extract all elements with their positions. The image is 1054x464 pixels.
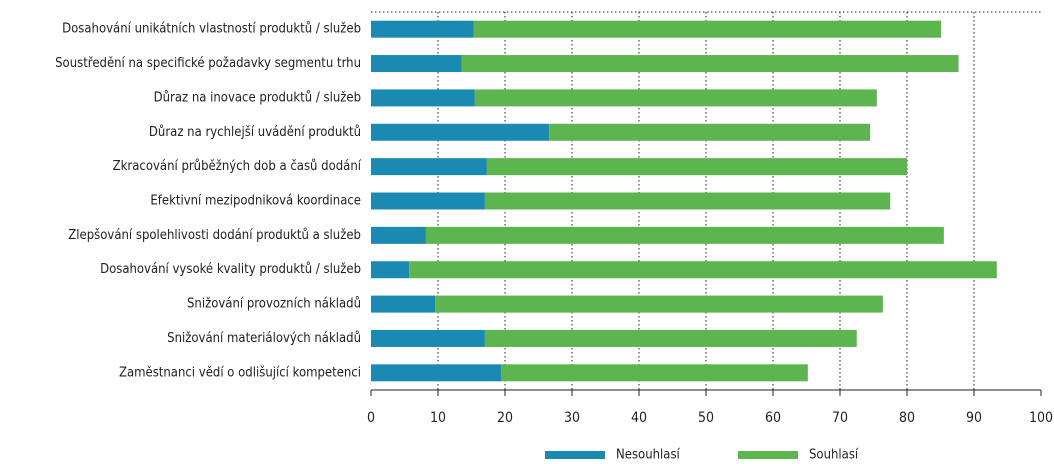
bar-segment bbox=[371, 55, 462, 73]
bar-segment bbox=[371, 295, 436, 313]
legend-label: Souhlasí bbox=[809, 448, 859, 463]
bar-segment bbox=[371, 329, 485, 347]
y-tick-label: Zaměstnanci vědí o odlišující kompetenci bbox=[119, 365, 361, 380]
bar-segment bbox=[500, 364, 808, 382]
bar-segment bbox=[484, 329, 857, 347]
legend-swatch bbox=[738, 451, 798, 459]
y-tick-label: Snižování materiálových nákladů bbox=[167, 331, 361, 346]
y-tick-label: Důraz na inovace produktů / služeb bbox=[154, 90, 361, 105]
x-tick-label: 80 bbox=[899, 410, 915, 426]
x-tick-label: 90 bbox=[966, 410, 982, 426]
y-tick-label: Dosahování unikátních vlastností produkt… bbox=[62, 22, 361, 37]
bar-segment bbox=[486, 158, 907, 176]
x-tick-label: 0 bbox=[367, 410, 375, 426]
bar-segment bbox=[371, 89, 475, 107]
bar-segment bbox=[461, 55, 959, 73]
y-tick-label: Soustředění na specifické požadavky segm… bbox=[55, 56, 361, 71]
x-tick-label: 30 bbox=[564, 410, 580, 426]
bar-segment bbox=[474, 89, 877, 107]
bar-segment bbox=[371, 158, 487, 176]
bar-segment bbox=[371, 20, 474, 38]
bar-segment bbox=[371, 123, 550, 141]
legend-label: Nesouhlasí bbox=[616, 448, 681, 463]
x-tick-label: 70 bbox=[832, 410, 848, 426]
bar-segment bbox=[371, 261, 410, 279]
bar-segment bbox=[435, 295, 883, 313]
x-tick-label: 60 bbox=[765, 410, 781, 426]
y-tick-label: Dosahování vysoké kvality produktů / slu… bbox=[100, 262, 361, 277]
x-tick-label: 20 bbox=[497, 410, 513, 426]
bar-segment bbox=[409, 261, 997, 279]
y-tick-label: Zlepšování spolehlivosti dodání produktů… bbox=[68, 228, 361, 243]
bar-segment bbox=[549, 123, 871, 141]
bar-segment bbox=[371, 192, 485, 210]
y-tick-label: Efektivní mezipodniková koordinace bbox=[150, 194, 361, 209]
x-tick-label: 50 bbox=[698, 410, 714, 426]
bar-segment bbox=[473, 20, 942, 38]
bar-segment bbox=[484, 192, 891, 210]
y-tick-label: Snižování provozních nákladů bbox=[187, 297, 361, 312]
bar-segment bbox=[371, 226, 426, 244]
legend-swatch bbox=[545, 451, 605, 459]
x-tick-label: 10 bbox=[430, 410, 446, 426]
x-tick-label: 40 bbox=[631, 410, 647, 426]
x-tick-label: 100 bbox=[1029, 410, 1053, 426]
y-tick-label: Důraz na rychlejší uvádění produktů bbox=[149, 125, 361, 140]
bar-segment bbox=[425, 226, 944, 244]
y-tick-label: Zkracování průběžných dob a časů dodání bbox=[113, 159, 362, 174]
bar-segment bbox=[371, 364, 501, 382]
